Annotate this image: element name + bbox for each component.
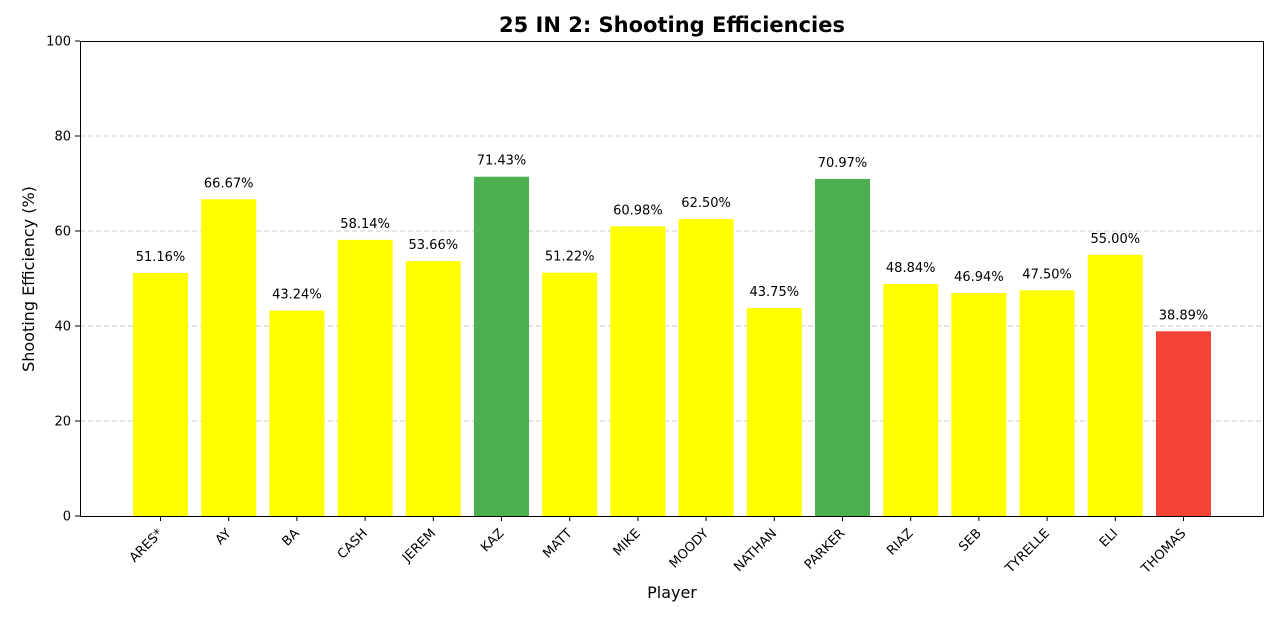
chart-title: 25 IN 2: Shooting Efficiencies (499, 13, 845, 37)
data-label: 38.89% (1159, 308, 1209, 323)
x-tick-label: MATT (540, 526, 575, 561)
data-label: 71.43% (477, 154, 527, 169)
bar-ba (269, 310, 325, 516)
bar-eli (1087, 254, 1143, 516)
data-label: 43.75% (750, 285, 800, 300)
y-tick-label: 0 (63, 510, 71, 525)
data-label: 62.50% (681, 196, 731, 211)
x-tick-label: NATHAN (731, 526, 780, 575)
data-labels: 51.16% 66.67% 43.24% 58.14% 53.66% 71.43% 51.2… (136, 154, 1209, 324)
bar-parker (815, 178, 870, 516)
bar-riaz (883, 284, 939, 516)
y-tick-label: 40 (54, 320, 71, 335)
bar-ares (133, 272, 188, 516)
bar-thomas (1156, 331, 1211, 516)
data-label: 46.94% (954, 270, 1004, 285)
x-tick-label: BA (280, 526, 303, 549)
x-tick-label: JEREM (399, 526, 439, 566)
data-label: 66.67% (204, 176, 254, 191)
y-axis-label: Shooting Efficiency (%) (19, 186, 38, 372)
data-label: 53.66% (409, 238, 459, 253)
x-axis-label: Player (647, 583, 697, 602)
data-label: 48.84% (886, 261, 936, 276)
x-tick-label: CASH (335, 526, 371, 562)
bar-mike (610, 226, 666, 516)
bar-seb (951, 293, 1007, 516)
x-tick-label: ELI (1097, 526, 1121, 550)
x-tick-label: THOMAS (1138, 526, 1189, 577)
bar-jerem (405, 261, 461, 516)
x-tick-label: AY (213, 526, 235, 548)
y-tick-label: 60 (54, 225, 71, 240)
bar-moody (678, 219, 734, 516)
x-tick-label: ARES* (127, 526, 167, 566)
x-tick-label: SEB (956, 526, 985, 555)
data-label: 43.24% (272, 288, 322, 303)
x-tick-label: MIKE (611, 526, 644, 559)
bar-matt (542, 272, 598, 516)
bar-cash (337, 239, 393, 516)
bars (133, 176, 1211, 516)
x-tick-label: PARKER (802, 526, 848, 572)
data-label: 47.50% (1022, 267, 1072, 282)
plot-frame (80, 41, 1264, 517)
y-tick-label: 80 (54, 130, 71, 145)
bar-ay (201, 199, 257, 516)
data-label: 58.14% (340, 217, 390, 232)
data-label: 55.00% (1091, 232, 1141, 247)
x-tick-label: TYRELLE (1002, 526, 1053, 577)
x-tick-label: RIAZ (884, 526, 916, 558)
grid-lines (80, 135, 1264, 422)
data-label: 60.98% (613, 203, 663, 218)
bar-tyrelle (1019, 290, 1075, 516)
bar-nathan (746, 308, 802, 516)
y-axis-ticks: 0 20 40 60 80 100 (46, 35, 80, 525)
y-tick-label: 100 (46, 35, 71, 50)
data-label: 70.97% (818, 156, 868, 171)
data-label: 51.22% (545, 250, 595, 265)
bar-kaz (474, 176, 529, 516)
x-tick-label: KAZ (478, 526, 507, 555)
x-axis-ticks: ARES* AY BA CASH JEREM KAZ MATT MIKE MOODY NATHAN… (127, 516, 1189, 577)
x-tick-label: MOODY (667, 526, 712, 571)
y-tick-label: 20 (54, 415, 71, 430)
data-label: 51.16% (136, 250, 186, 265)
